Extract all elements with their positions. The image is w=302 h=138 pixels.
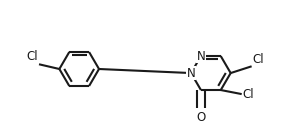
Text: Cl: Cl bbox=[27, 50, 38, 63]
Text: N: N bbox=[187, 67, 195, 79]
Text: Cl: Cl bbox=[252, 53, 264, 66]
Text: Cl: Cl bbox=[243, 88, 254, 101]
Text: N: N bbox=[197, 50, 205, 63]
Text: O: O bbox=[196, 111, 206, 124]
